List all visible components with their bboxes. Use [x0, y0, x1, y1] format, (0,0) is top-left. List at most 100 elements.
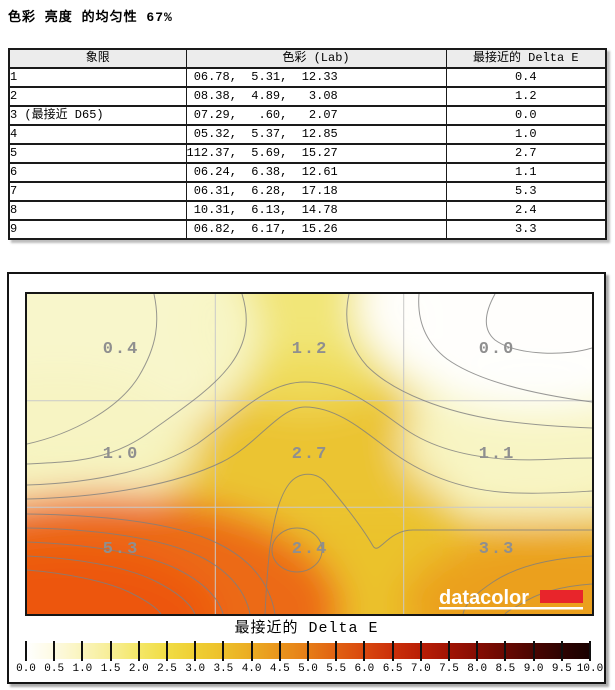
datacolor-logo-underline [439, 607, 583, 610]
page-title: 色彩 亮度 的均匀性 67% [8, 10, 173, 25]
heatmap-cell-label: 1.1 [479, 445, 516, 464]
heatmap-cell-label: 5.3 [103, 540, 140, 559]
colorbar-tick-label: 1.5 [100, 663, 121, 675]
colorbar-tick [560, 641, 563, 661]
colorbar-tick [532, 641, 535, 661]
colorbar-tick-label: 3.5 [213, 663, 234, 675]
colorbar-tick [307, 641, 309, 661]
quadrant-cell: 9 [8, 219, 187, 240]
quadrant-cell: 2 [8, 86, 187, 107]
colorbar-tick-label: 8.0 [467, 663, 488, 675]
colorbar-tick [391, 641, 394, 661]
col-header-delta-e: 最接近的 Delta E [445, 48, 607, 69]
colorbar-tick [589, 641, 591, 661]
heatmap-cell-label: 0.4 [103, 340, 140, 359]
col-header-quadrant: 象限 [8, 48, 187, 69]
colorbar-tick [419, 641, 422, 661]
table-row: 5 112.37, 5.69, 15.27 2.7 [8, 143, 607, 164]
uniformity-table: 象限 色彩 (Lab) 最接近的 Delta E 1 06.78, 5.31, … [8, 48, 607, 240]
colorbar-tick [194, 641, 197, 661]
colorbar-tick-label: 9.5 [551, 663, 572, 675]
colorbar: 0.0 0.5 1.0 1.5 2.0 2.5 3.0 3.5 4.0 4.5 5.0 5.5 6.0 6… [16, 641, 603, 677]
colorbar-tick-label: 8.5 [495, 663, 516, 675]
colorbar-tick [222, 641, 225, 661]
quadrant-cell: 3 (最接近 D65) [8, 105, 187, 126]
delta-e-cell: 0.4 [445, 67, 607, 88]
heatmap-panel: 0.4 1.2 0.0 1.0 2.7 1.1 5.3 2.4 3.3 data… [7, 272, 606, 684]
contour-lines [27, 294, 592, 614]
heatmap-cell-label: 0.0 [479, 340, 516, 359]
delta-e-cell: 3.3 [445, 219, 607, 240]
colorbar-tick-label: 1.0 [72, 663, 93, 675]
colorbar-title: 最接近的 Delta E [234, 620, 379, 637]
heatmap-cell-label: 1.0 [103, 445, 140, 464]
delta-e-cell: 1.1 [445, 162, 607, 183]
table-row: 6 06.24, 6.38, 12.61 1.1 [8, 162, 607, 183]
heatmap-cell-label: 3.3 [479, 540, 516, 559]
colorbar-tick [476, 641, 479, 661]
delta-e-cell: 1.0 [445, 124, 607, 145]
lab-cell: 06.24, 6.38, 12.61 [185, 162, 447, 183]
quadrant-cell: 5 [8, 143, 187, 164]
quadrant-cell: 4 [8, 124, 187, 145]
quadrant-cell: 7 [8, 181, 187, 202]
datacolor-logo: datacolor [439, 587, 583, 610]
datacolor-logo-accent [540, 590, 583, 603]
colorbar-tick-label: 6.0 [354, 663, 375, 675]
colorbar-tick-label: 5.5 [326, 663, 347, 675]
lab-cell: 05.32, 5.37, 12.85 [185, 124, 447, 145]
colorbar-tick-label: 7.0 [410, 663, 431, 675]
lab-cell: 06.82, 6.17, 15.26 [185, 219, 447, 240]
delta-e-cell: 2.7 [445, 143, 607, 164]
heatmap-plot: 0.4 1.2 0.0 1.0 2.7 1.1 5.3 2.4 3.3 data… [25, 292, 594, 616]
colorbar-tick-label: 0.0 [16, 663, 36, 675]
colorbar-tick [53, 641, 56, 661]
col-header-lab: 色彩 (Lab) [185, 48, 447, 69]
colorbar-tick-label: 2.5 [157, 663, 177, 675]
table-header-row: 象限 色彩 (Lab) 最接近的 Delta E [8, 48, 607, 69]
colorbar-tick-label: 2.0 [128, 663, 149, 675]
table-row: 4 05.32, 5.37, 12.85 1.0 [8, 124, 607, 145]
table-row: 1 06.78, 5.31, 12.33 0.4 [8, 67, 607, 88]
delta-e-contour-map: 0.4 1.2 0.0 1.0 2.7 1.1 5.3 2.4 3.3 data… [27, 294, 592, 614]
lab-cell: 06.78, 5.31, 12.33 [185, 67, 447, 88]
lab-cell: 10.31, 6.13, 14.78 [185, 200, 447, 221]
colorbar-tick [81, 641, 84, 661]
colorbar-tick [166, 641, 168, 661]
colorbar-tick-label: 4.0 [241, 663, 262, 675]
quadrant-cell: 6 [8, 162, 187, 183]
colorbar-tick [250, 641, 253, 661]
heatmap-cell-label: 2.7 [292, 445, 329, 464]
delta-e-cell: 1.2 [445, 86, 607, 107]
quadrant-cell: 1 [8, 67, 187, 88]
colorbar-tick-label: 10.0 [576, 663, 604, 675]
table-row: 7 06.31, 6.28, 17.18 5.3 [8, 181, 607, 202]
colorbar-tick [448, 641, 450, 661]
colorbar-tick-label: 9.0 [523, 663, 544, 675]
colorbar-tick [25, 641, 27, 661]
lab-cell: 06.31, 6.28, 17.18 [185, 181, 447, 202]
colorbar-tick [335, 641, 338, 661]
colorbar-tick [504, 641, 507, 661]
colorbar-tick-label: 0.5 [44, 663, 65, 675]
delta-e-cell: 0.0 [445, 105, 607, 126]
colorbar-tick [137, 641, 140, 661]
lab-cell: 112.37, 5.69, 15.27 [185, 143, 447, 164]
heatmap-cell-label: 2.4 [292, 540, 329, 559]
colorbar-tick [363, 641, 366, 661]
colorbar-tick [109, 641, 112, 661]
colorbar-tick-label: 4.5 [269, 663, 290, 675]
colorbar-tick-label: 5.0 [298, 663, 318, 675]
colorbar-tick [278, 641, 281, 661]
colorbar-tick-label: 3.0 [185, 663, 206, 675]
quadrant-cell: 8 [8, 200, 187, 221]
heatmap-cell-label: 1.2 [292, 340, 329, 359]
delta-e-cell: 2.4 [445, 200, 607, 221]
table-row: 3 (最接近 D65) 07.29, .60, 2.07 0.0 [8, 105, 607, 126]
lab-cell: 08.38, 4.89, 3.08 [185, 86, 447, 107]
quadrant-grid [27, 294, 592, 614]
table-row: 2 08.38, 4.89, 3.08 1.2 [8, 86, 607, 107]
colorbar-tick-label: 7.5 [439, 663, 459, 675]
table-row: 8 10.31, 6.13, 14.78 2.4 [8, 200, 607, 221]
